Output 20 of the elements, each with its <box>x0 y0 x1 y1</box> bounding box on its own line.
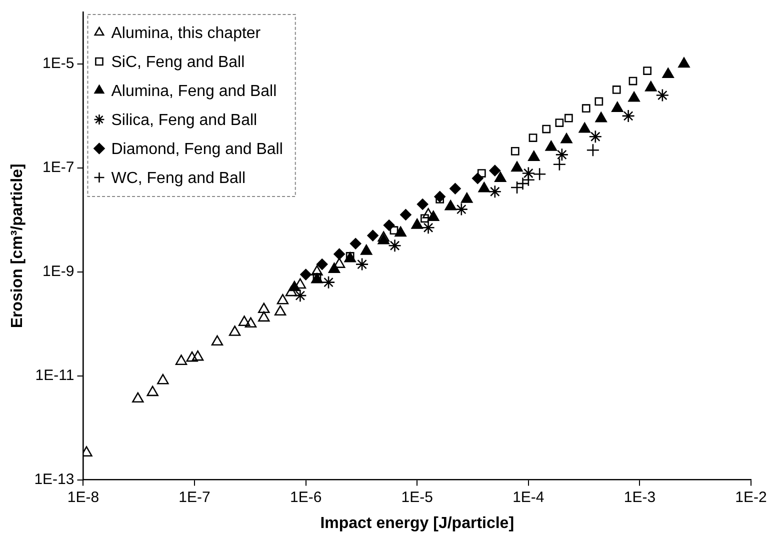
legend-label: Diamond, Feng and Ball <box>111 140 283 158</box>
legend-label: Alumina, this chapter <box>111 24 262 42</box>
legend-label: WC, Feng and Ball <box>111 170 246 187</box>
y-tick-label: 1E-7 <box>42 159 74 176</box>
legend-label: Silica, Feng and Ball <box>111 112 258 129</box>
x-tick-label: 1E-4 <box>512 488 544 506</box>
legend-label: SiC, Feng and Ball <box>111 54 245 71</box>
y-tick-label: 1E-9 <box>42 263 74 280</box>
y-axis-title: Erosion [cm³/particle] <box>9 164 26 328</box>
x-tick-label: 1E-6 <box>290 488 322 506</box>
x-tick-label: 1E-5 <box>401 488 433 506</box>
y-tick-label: 1E-11 <box>35 366 74 384</box>
x-tick-label: 1E-7 <box>178 488 210 506</box>
y-tick-label: 1E-13 <box>34 470 74 488</box>
x-tick-label: 1E-2 <box>735 488 767 506</box>
x-tick-label: 1E-3 <box>624 488 656 506</box>
legend-label: Alumina, Feng and Ball <box>111 82 277 100</box>
x-tick-label: 1E-8 <box>67 488 100 506</box>
x-axis-title: Impact energy [J/particle] <box>320 514 514 532</box>
y-tick-label: 1E-5 <box>42 55 74 72</box>
